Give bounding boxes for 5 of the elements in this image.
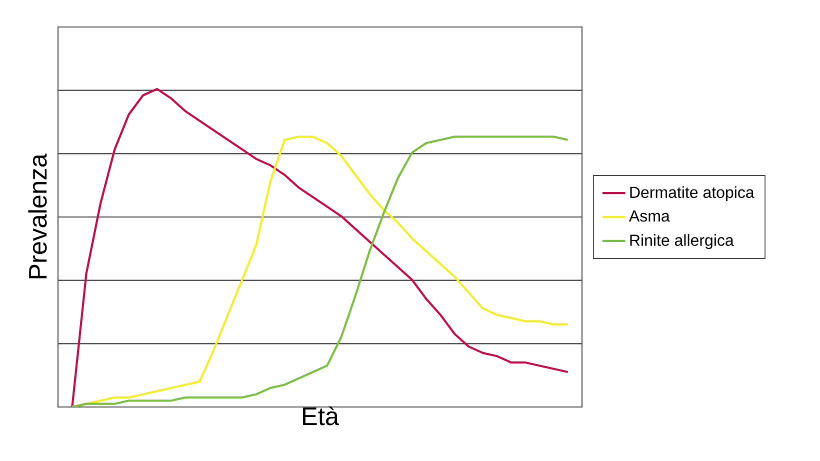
legend-label: Dermatite atopica [630,186,754,202]
y-axis-title: Prevalenza [28,154,47,278]
legend-label: Asma [628,210,670,222]
x-axis-title: Età [303,406,340,426]
legend-label: Rinite allergica [630,234,734,250]
